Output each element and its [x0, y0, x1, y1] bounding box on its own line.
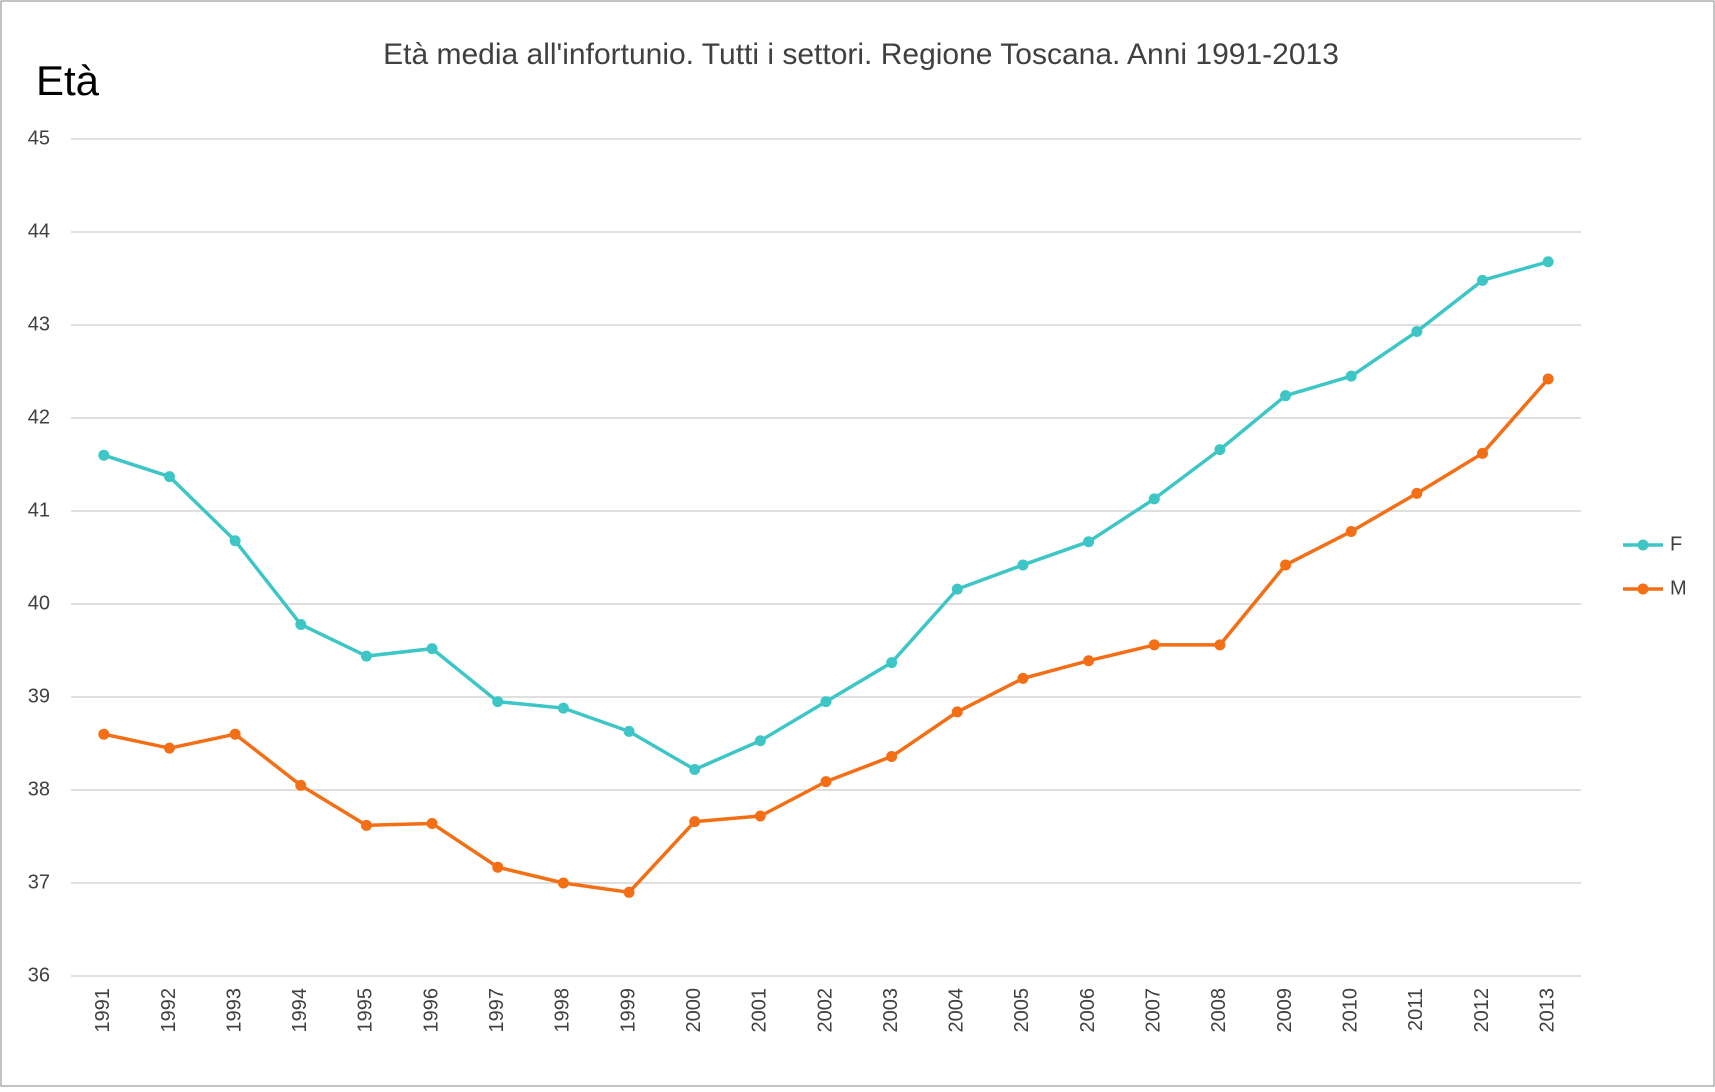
data-point	[1542, 373, 1554, 385]
data-point	[492, 861, 504, 873]
data-point	[754, 735, 766, 747]
data-point	[360, 650, 372, 662]
y-tick-label: 36	[28, 964, 50, 986]
data-point	[820, 696, 832, 708]
y-tick-label: 37	[28, 871, 50, 893]
x-tick-label: 2002	[814, 988, 836, 1033]
x-tick-label: 1996	[420, 988, 442, 1033]
data-point	[229, 535, 241, 547]
x-tick-label: 2005	[1011, 988, 1033, 1033]
x-tick-label: 1994	[289, 988, 311, 1033]
x-tick-label: 2008	[1208, 988, 1230, 1033]
data-point	[886, 751, 898, 763]
x-tick-label: 2003	[880, 988, 902, 1033]
data-point	[426, 643, 438, 655]
data-point	[1214, 639, 1226, 651]
data-point	[623, 725, 635, 737]
data-point	[557, 702, 569, 714]
data-point	[163, 742, 175, 754]
y-tick-label: 42	[28, 406, 50, 428]
data-point	[98, 449, 110, 461]
data-point	[426, 817, 438, 829]
data-point	[1017, 559, 1029, 571]
data-point	[229, 728, 241, 740]
x-tick-label: 1993	[223, 988, 245, 1033]
legend-marker	[1637, 583, 1649, 595]
x-tick-label: 2013	[1536, 988, 1558, 1033]
data-point	[623, 886, 635, 898]
data-point	[1214, 444, 1226, 456]
data-point	[295, 618, 307, 630]
y-tick-label: 43	[28, 313, 50, 335]
x-tick-label: 1992	[158, 988, 180, 1033]
data-point	[98, 728, 110, 740]
y-axis-label: Età	[36, 57, 100, 104]
data-point	[689, 816, 701, 828]
chart-title: Età media all'infortunio. Tutti i settor…	[383, 38, 1339, 71]
x-tick-label: 2009	[1274, 988, 1296, 1033]
x-tick-label: 2001	[749, 988, 771, 1033]
data-point	[689, 764, 701, 776]
x-tick-label: 2004	[946, 988, 968, 1033]
x-tick-label: 2000	[683, 988, 705, 1033]
data-point	[951, 706, 963, 718]
data-point	[820, 776, 832, 788]
legend-label: M	[1670, 577, 1687, 599]
y-tick-label: 41	[28, 499, 50, 521]
y-tick-label: 38	[28, 778, 50, 800]
legend-marker	[1637, 539, 1649, 551]
data-point	[1542, 256, 1554, 268]
x-tick-label: 2012	[1471, 988, 1493, 1033]
x-tick-label: 2011	[1405, 988, 1427, 1031]
data-point	[1280, 390, 1292, 402]
x-tick-label: 1998	[552, 988, 574, 1033]
x-tick-label: 1991	[92, 988, 114, 1033]
data-point	[1017, 672, 1029, 684]
y-tick-label: 40	[28, 592, 50, 614]
data-point	[1345, 370, 1357, 382]
data-point	[557, 877, 569, 889]
data-point	[492, 696, 504, 708]
data-point	[1411, 487, 1423, 499]
data-point	[886, 657, 898, 669]
legend-label: F	[1670, 533, 1682, 555]
x-tick-label: 2007	[1143, 988, 1165, 1033]
x-tick-label: 2010	[1339, 988, 1361, 1033]
x-tick-label: 1995	[355, 988, 377, 1033]
data-point	[1477, 274, 1489, 286]
y-tick-label: 39	[28, 685, 50, 707]
data-point	[1411, 326, 1423, 338]
data-point	[295, 779, 307, 791]
data-point	[1083, 655, 1095, 667]
x-tick-label: 2006	[1077, 988, 1099, 1033]
x-tick-label: 1997	[486, 988, 508, 1033]
data-point	[1148, 639, 1160, 651]
y-tick-label: 44	[28, 220, 50, 242]
x-tick-label: 1999	[617, 988, 639, 1033]
data-point	[1280, 559, 1292, 571]
data-point	[360, 819, 372, 831]
data-point	[754, 810, 766, 822]
data-point	[1083, 536, 1095, 548]
data-point	[1477, 447, 1489, 459]
data-point	[1345, 525, 1357, 537]
data-point	[951, 583, 963, 595]
data-point	[1148, 493, 1160, 505]
y-tick-label: 45	[28, 127, 50, 149]
data-point	[163, 471, 175, 483]
